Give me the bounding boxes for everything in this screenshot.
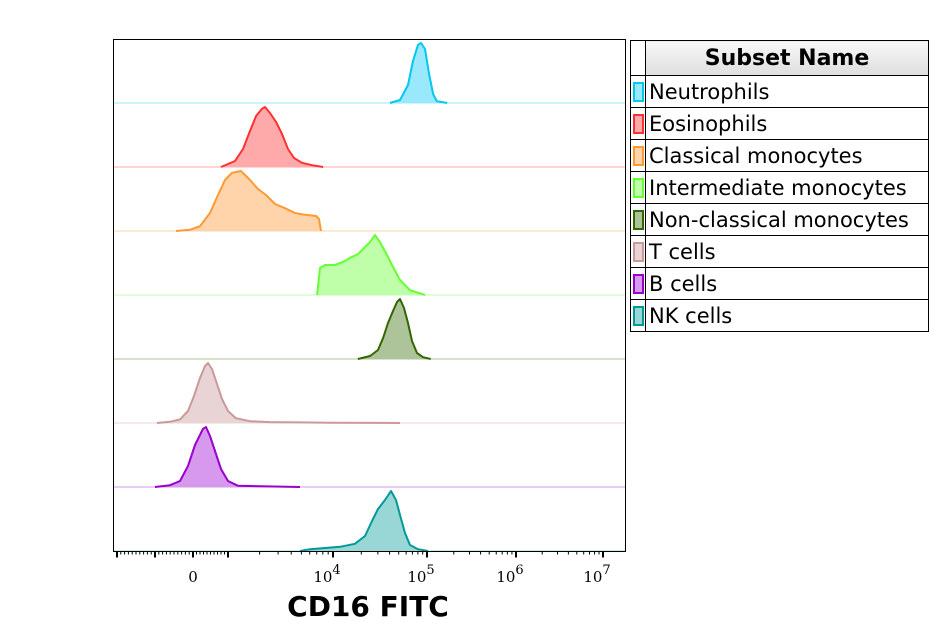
x-tick-label: 104: [313, 563, 340, 586]
histogram-nk-cells: [114, 490, 625, 552]
legend-row[interactable]: Classical monocytes: [630, 139, 929, 172]
legend-label: Intermediate monocytes: [645, 171, 929, 204]
legend-row[interactable]: Non-classical monocytes: [630, 203, 929, 236]
color-swatch-icon: [632, 81, 644, 102]
histogram-line: [156, 362, 401, 424]
histogram-fill: [155, 427, 301, 487]
histogram-line: [154, 426, 301, 488]
histogram-line: [220, 106, 324, 168]
legend-label: T cells: [645, 235, 929, 268]
histogram-line: [299, 490, 429, 552]
legend-swatch: [630, 107, 646, 140]
legend-row[interactable]: T cells: [630, 235, 929, 268]
x-axis-label: CD16 FITC: [287, 590, 449, 623]
legend-row[interactable]: B cells: [630, 267, 929, 300]
legend-label: NK cells: [645, 299, 929, 332]
color-swatch-icon: [632, 209, 644, 230]
histogram-t-cells: [114, 362, 625, 424]
histogram-line: [175, 170, 322, 232]
legend-label: Non-classical monocytes: [645, 203, 929, 236]
x-tick-label: 0: [188, 568, 198, 586]
legend-swatch: [630, 299, 646, 332]
color-swatch-icon: [632, 177, 644, 198]
color-swatch-icon: [632, 241, 644, 262]
histogram-non-classical-monocytes: [114, 298, 625, 360]
legend-row[interactable]: Intermediate monocytes: [630, 171, 929, 204]
histogram-line: [389, 42, 448, 104]
color-swatch-icon: [632, 273, 644, 294]
legend-header-blank: [630, 40, 646, 76]
legend-label: Classical monocytes: [645, 139, 929, 172]
legend-swatch: [630, 171, 646, 204]
histogram-fill: [389, 43, 448, 103]
legend-swatch: [630, 235, 646, 268]
legend-title[interactable]: Subset Name: [645, 40, 929, 76]
legend-swatch: [630, 139, 646, 172]
histogram-fill: [300, 491, 429, 551]
legend-swatch: [630, 75, 646, 108]
legend-table: Subset Name Neutrophils Eosinophils Classi…: [630, 40, 929, 332]
color-swatch-icon: [632, 145, 644, 166]
x-tick-label: 106: [496, 563, 523, 586]
x-axis: 0 104 105 106 107: [116, 551, 611, 586]
histogram-b-cells: [114, 426, 625, 488]
legend-swatch: [630, 203, 646, 236]
histogram-fill: [157, 363, 400, 423]
plot-frame: [113, 39, 626, 552]
legend-label: Eosinophils: [645, 107, 929, 140]
histogram-line: [316, 234, 426, 296]
legend-swatch: [630, 267, 646, 300]
x-tick-label: 105: [407, 563, 434, 586]
histogram-line: [357, 298, 431, 360]
legend-label: Neutrophils: [645, 75, 929, 108]
histogram-intermediate-monocytes: [114, 234, 625, 296]
legend-row[interactable]: Neutrophils: [630, 75, 929, 108]
histogram-fill: [317, 235, 425, 295]
legend-label: B cells: [645, 267, 929, 300]
color-swatch-icon: [632, 113, 644, 134]
histogram-eosinophils: [114, 106, 625, 168]
histogram-classical-monocytes: [114, 170, 625, 232]
legend-row[interactable]: Eosinophils: [630, 107, 929, 140]
x-tick-label: 107: [583, 563, 610, 586]
color-swatch-icon: [632, 305, 644, 326]
legend-row[interactable]: NK cells: [630, 299, 929, 332]
histogram-fill: [176, 171, 322, 231]
histogram-fill: [221, 107, 324, 167]
histogram-neutrophils: [114, 42, 625, 104]
